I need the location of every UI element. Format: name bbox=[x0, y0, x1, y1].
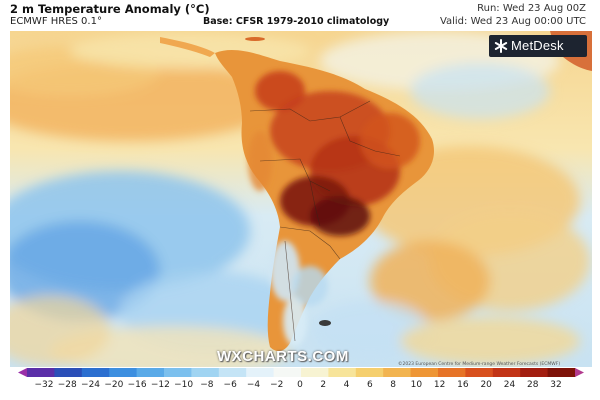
colorbar-tick-label: 4 bbox=[343, 380, 350, 390]
colorbar-segment bbox=[27, 368, 55, 377]
colorbar-tick-label: −4 bbox=[246, 380, 261, 390]
colorbar-tick-label: −24 bbox=[81, 380, 101, 390]
colorbar-tick-label: 6 bbox=[366, 380, 373, 390]
metdesk-logo[interactable]: MetDesk bbox=[489, 35, 587, 57]
colorbar-tick-label: 12 bbox=[433, 380, 446, 390]
map-header: 2 m Temperature Anomaly (°C) ECMWF HRES … bbox=[0, 0, 600, 30]
colorbar-tick-label: 10 bbox=[410, 380, 423, 390]
colorbar-tick-label: −32 bbox=[34, 380, 54, 390]
colorbar-tick-label: −16 bbox=[127, 380, 147, 390]
colorbar-segment bbox=[246, 368, 275, 377]
colorbar-segment bbox=[164, 368, 192, 377]
colorbar-tick-label: −8 bbox=[200, 380, 214, 390]
colorbar-segment bbox=[301, 368, 329, 377]
map-title: 2 m Temperature Anomaly (°C) bbox=[10, 2, 210, 16]
colorbar-segment bbox=[410, 368, 439, 377]
model-label: ECMWF HRES 0.1° bbox=[10, 16, 102, 27]
colorbar-tick-label: 8 bbox=[390, 380, 396, 390]
anomaly-colorbar bbox=[18, 368, 584, 377]
colorbar-segment bbox=[109, 368, 138, 377]
central-america-land bbox=[160, 37, 215, 57]
valid-time-label: Valid: Wed 23 Aug 00:00 UTC bbox=[439, 16, 586, 27]
colorbar-tick-label: 32 bbox=[550, 380, 562, 390]
ecmwf-copyright: ©2023 European Centre for Medium-range W… bbox=[398, 362, 561, 367]
colorbar-segment bbox=[273, 368, 302, 377]
colorbar-tick-label: 2 bbox=[320, 380, 327, 390]
colorbar-segment bbox=[492, 368, 521, 377]
colorbar-segment bbox=[383, 368, 412, 377]
colorbar-tick-label: −10 bbox=[174, 380, 194, 390]
colorbar-tick-label: −6 bbox=[223, 380, 237, 390]
climatology-base-label: Base: CFSR 1979-2010 climatology bbox=[203, 16, 390, 27]
metdesk-logo-text: MetDesk bbox=[511, 38, 564, 53]
colorbar-tick-label: −2 bbox=[270, 380, 284, 390]
colorbar-segment bbox=[191, 368, 220, 377]
caribbean-islands bbox=[245, 37, 265, 41]
wxcharts-watermark: WXCHARTS.COM bbox=[217, 348, 349, 365]
ocean-anomaly-field bbox=[10, 31, 590, 367]
colorbar-segment bbox=[547, 368, 576, 377]
colorbar-segment bbox=[520, 368, 549, 377]
colorbar-segment bbox=[465, 368, 494, 377]
colorbar-tick-label: 28 bbox=[526, 380, 539, 390]
country-borders bbox=[249, 100, 401, 342]
colorbar-tick-label: 16 bbox=[457, 380, 469, 390]
colorbar-arrow-left bbox=[18, 368, 27, 377]
run-time-label: Run: Wed 23 Aug 00Z bbox=[477, 3, 586, 14]
colorbar-arrow-right bbox=[575, 368, 584, 377]
colorbar-segment bbox=[218, 368, 247, 377]
colorbar-tick-label: 24 bbox=[503, 380, 516, 390]
colorbar-tick-label: 20 bbox=[480, 380, 492, 390]
metdesk-logo-icon bbox=[494, 39, 508, 53]
colorbar-segment bbox=[54, 368, 83, 377]
temperature-anomaly-map bbox=[10, 31, 592, 367]
colorbar-tick-label: 0 bbox=[297, 380, 303, 390]
colorbar-tick-label: −28 bbox=[57, 380, 77, 390]
colorbar-tick-label: −20 bbox=[104, 380, 124, 390]
falkland-islands bbox=[319, 320, 331, 326]
colorbar-segment bbox=[136, 368, 165, 377]
colorbar-segment bbox=[438, 368, 466, 377]
south-america-land bbox=[160, 31, 592, 352]
colorbar-segment bbox=[81, 368, 110, 377]
colorbar-segment bbox=[328, 368, 357, 377]
colorbar-tick-label: −12 bbox=[150, 380, 170, 390]
colorbar-segment bbox=[355, 368, 384, 377]
colorbar-tick-labels: −32 −28 −24 −20 −16 −12 −10 −8 −6 −4 −2 0 2 4 6 8 10 12 16… bbox=[0, 380, 600, 394]
